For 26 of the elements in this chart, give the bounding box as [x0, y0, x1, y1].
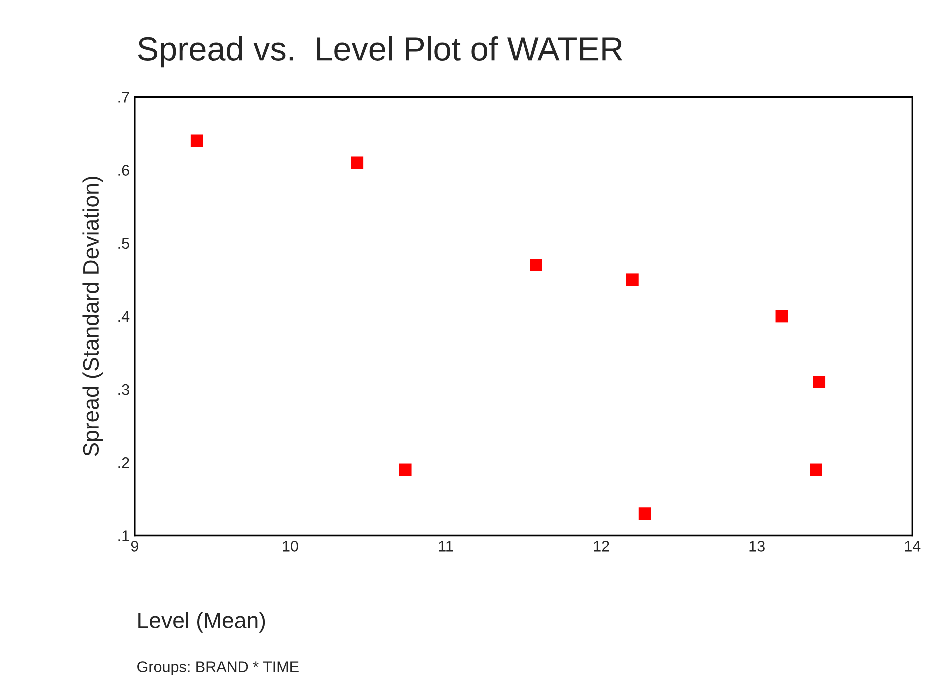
x-tick-label: 13: [750, 541, 765, 552]
x-tick-label: 11: [439, 541, 454, 552]
x-axis-title: Level (Mean): [138, 612, 266, 633]
y-tick-label: .3: [118, 384, 130, 396]
point: [638, 508, 652, 520]
point: [351, 156, 364, 170]
text: Groups: BRAND * TIME: [138, 662, 299, 676]
point: [776, 310, 788, 323]
y-axis-title: Spread (Standard Deviation): [82, 177, 104, 456]
x-tick-label: 10: [283, 541, 298, 552]
y-tick-label: .1: [118, 530, 130, 542]
point: [810, 464, 822, 476]
point: [626, 274, 639, 286]
y-tick-label: .6: [118, 165, 130, 176]
y-tick-label: .4: [118, 311, 130, 322]
point: [530, 259, 542, 272]
x-tick-label: 9: [131, 541, 138, 552]
y-tick-label: .7: [118, 92, 130, 103]
x-tick-label: 12: [594, 541, 610, 552]
x-tick-label: 14: [905, 541, 921, 552]
point: [190, 134, 204, 148]
y-tick-label: .2: [118, 458, 130, 468]
chart-title: Spread vs. Level Plot of WATER: [138, 36, 622, 68]
point: [399, 464, 412, 476]
y-tick-label: .5: [118, 238, 130, 250]
point: [813, 376, 826, 388]
